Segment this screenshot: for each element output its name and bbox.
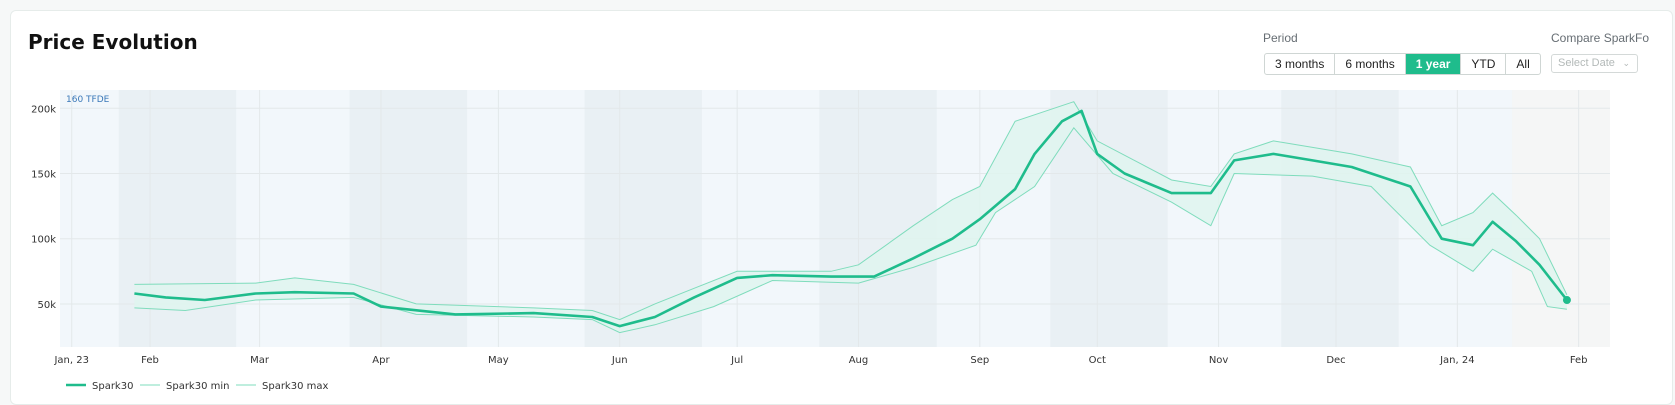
- legend-label: Spark30: [92, 381, 133, 392]
- x-tick-label: Jun: [611, 355, 628, 366]
- x-tick-label: Sep: [970, 355, 989, 366]
- x-tick-label: Aug: [849, 355, 869, 366]
- period-ytd-button[interactable]: YTD: [1461, 54, 1507, 74]
- x-tick-label: Jan, 23: [53, 355, 89, 366]
- period-label: Period: [1263, 31, 1298, 45]
- x-tick-label: Dec: [1326, 355, 1345, 366]
- series-end-point: [1562, 296, 1571, 305]
- legend-label: Spark30 max: [262, 381, 328, 392]
- period-all-button[interactable]: All: [1516, 57, 1530, 71]
- y-tick-label: 150k: [31, 169, 56, 180]
- compare-date-select[interactable]: Select Date ⌄: [1551, 54, 1638, 73]
- period-button-group: 3 months 6 months 1 year YTD All: [1264, 53, 1541, 75]
- x-tick-label: Apr: [372, 355, 390, 366]
- series-line-spark30: [134, 109, 1568, 328]
- period-6-months-button[interactable]: 6 months: [1335, 54, 1406, 74]
- y-tick-label: 100k: [31, 235, 56, 246]
- series-line-spark30-min: [134, 126, 1567, 334]
- series-line-spark30-max: [134, 101, 1568, 321]
- x-tick-label: Feb: [141, 355, 159, 366]
- x-tick-label: May: [488, 355, 509, 366]
- y-tick-label: 50k: [37, 300, 56, 311]
- period-3-months-button[interactable]: 3 months: [1265, 54, 1336, 74]
- chart-title: Price Evolution: [28, 30, 198, 54]
- corner-label: 160 TFDE: [66, 95, 110, 105]
- week-shade-band: [819, 90, 937, 347]
- period-1-year-button[interactable]: 1 year: [1405, 54, 1462, 74]
- legend-label: Spark30 min: [166, 381, 230, 392]
- week-shade-band: [1281, 90, 1399, 347]
- x-tick-label: Jul: [730, 355, 743, 366]
- x-tick-label: Jan, 24: [1439, 355, 1475, 366]
- x-tick-label: Feb: [1570, 355, 1588, 366]
- x-tick-label: Nov: [1209, 355, 1229, 366]
- x-tick-label: Oct: [1089, 355, 1106, 366]
- y-tick-label: 200k: [31, 104, 56, 115]
- x-tick-label: Mar: [250, 355, 270, 366]
- select-date-placeholder: Select Date: [1558, 57, 1615, 69]
- compare-label: Compare SparkFo: [1551, 31, 1650, 45]
- chevron-down-icon: ⌄: [1622, 58, 1630, 68]
